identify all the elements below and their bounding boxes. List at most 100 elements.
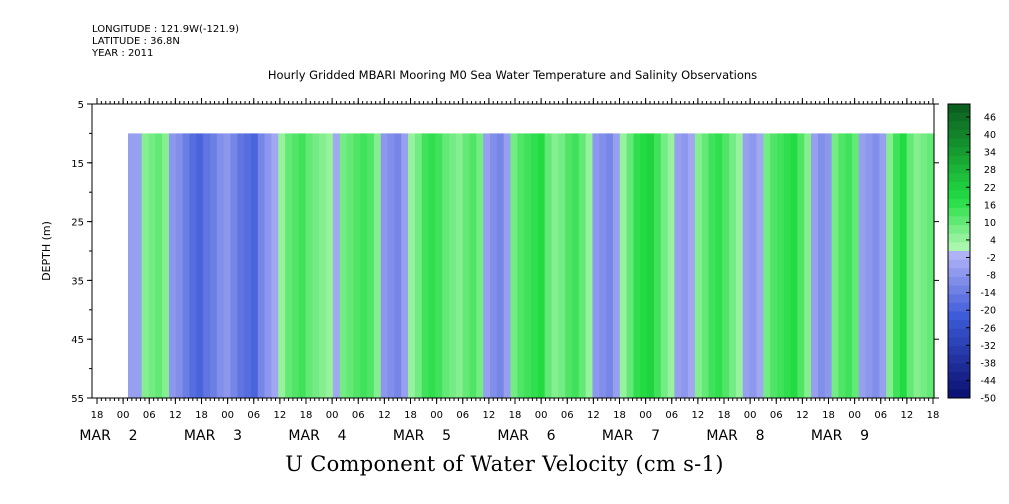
y-axis-title: DEPTH (m)	[40, 221, 53, 281]
x-hour-label: 18	[195, 410, 208, 421]
heatmap-cell	[490, 133, 498, 398]
heatmap-cell	[927, 133, 935, 398]
heatmap-cell	[182, 133, 191, 398]
heatmap-cell	[858, 133, 867, 398]
x-month-label: MAR	[79, 428, 111, 444]
heatmap-cell	[353, 133, 361, 398]
colorbar-label: 4	[990, 235, 996, 246]
heatmap-cell	[298, 133, 307, 398]
colorbar-label: -26	[980, 323, 996, 334]
colorbar-band	[948, 259, 970, 269]
heatmap-cell	[189, 133, 197, 398]
colorbar-band	[948, 112, 970, 122]
heatmap-cell	[660, 133, 669, 398]
heatmap-cell	[694, 133, 703, 398]
heatmap-cell	[148, 133, 156, 398]
heatmap-cell	[551, 133, 559, 398]
heatmap-cell	[838, 133, 846, 398]
heatmap-cell	[291, 133, 300, 398]
heatmap-cell	[770, 133, 778, 398]
x-hour-label: 12	[692, 410, 705, 421]
heatmap-cell	[701, 133, 710, 398]
colorbar-band	[948, 380, 970, 390]
colorbar-band	[948, 251, 970, 261]
x-hour-label: 06	[874, 410, 887, 421]
heatmap-cell	[681, 133, 689, 398]
heatmap-cell	[886, 133, 894, 398]
colorbar-band	[948, 328, 970, 338]
year-label: YEAR : 2011	[92, 48, 154, 59]
heatmap-cell	[558, 133, 566, 398]
colorbar-label: 16	[984, 200, 996, 211]
heatmap-cell	[271, 133, 279, 398]
heatmap-cell	[913, 133, 921, 398]
colorbar-band	[948, 121, 970, 131]
heatmap-cell	[749, 133, 758, 398]
x-hour-label: 12	[901, 410, 914, 421]
x-hour-label: 06	[247, 410, 260, 421]
latitude-label: LATITUDE : 36.8N	[92, 36, 180, 47]
x-day-label: 4	[338, 428, 347, 444]
colorbar-label: 28	[984, 165, 996, 176]
x-hour-label: 18	[927, 410, 940, 421]
heatmap-cell	[524, 133, 532, 398]
colorbar-band	[948, 147, 970, 157]
colorbar-label: 10	[984, 218, 996, 229]
heatmap-cell	[230, 133, 238, 398]
x-hour-label: 00	[221, 410, 234, 421]
heatmap-cell	[619, 133, 628, 398]
colorbar-band	[948, 311, 970, 321]
heatmap-cell	[592, 133, 600, 398]
heatmap-cell	[872, 133, 880, 398]
chart-title: Hourly Gridded MBARI Mooring M0 Sea Wate…	[267, 68, 758, 82]
heatmap-cell	[804, 133, 812, 398]
colorbar-band	[948, 207, 970, 217]
heatmap-cell	[633, 133, 641, 398]
heatmap-cell	[667, 133, 676, 398]
colorbar-label: -2	[987, 253, 996, 264]
heatmap-cell	[264, 133, 273, 398]
heatmap-cell	[175, 133, 184, 398]
colorbar-label: 40	[984, 130, 996, 141]
heatmap-cell	[278, 133, 286, 398]
heatmap-cell	[735, 133, 744, 398]
x-hour-label: 06	[456, 410, 469, 421]
heatmap-cell	[455, 133, 464, 398]
heatmap-cell	[449, 133, 457, 398]
heatmap-cell	[688, 133, 696, 398]
heatmap-cell	[640, 133, 648, 398]
x-day-label: 8	[756, 428, 765, 444]
heatmap-cell	[442, 133, 450, 398]
x-hour-label: 00	[535, 410, 548, 421]
heatmap-cell	[852, 133, 860, 398]
heatmap-cell	[216, 133, 225, 398]
heatmap-cell	[373, 133, 382, 398]
x-month-label: MAR	[288, 428, 320, 444]
x-hour-label: 00	[744, 410, 757, 421]
x-month-label: MAR	[184, 428, 216, 444]
heatmap-cell	[729, 133, 737, 398]
heatmap-cell	[469, 133, 477, 398]
x-hour-label: 12	[274, 410, 287, 421]
heatmap-cell	[544, 133, 553, 398]
colorbar-label: -8	[987, 271, 996, 282]
heatmap-cell	[332, 133, 341, 398]
y-tick-label: 15	[71, 159, 84, 170]
heatmap-cell	[531, 133, 539, 398]
x-axis-title: U Component of Water Velocity (cm s-1)	[285, 452, 724, 476]
heatmap-cell	[831, 133, 839, 398]
colorbar-band	[948, 372, 970, 382]
heatmap-cell	[367, 133, 375, 398]
y-tick-label: 35	[71, 276, 84, 287]
x-hour-label: 06	[352, 410, 365, 421]
heatmap-cell	[599, 133, 607, 398]
x-hour-label: 06	[143, 410, 156, 421]
x-hour-label: 00	[848, 410, 861, 421]
colorbar-band	[948, 233, 970, 243]
heatmap-cell	[606, 133, 614, 398]
heatmap-cell	[134, 133, 143, 398]
heatmap-cell	[811, 133, 819, 398]
heatmap-cell	[346, 133, 355, 398]
heatmap-cell	[776, 133, 785, 398]
colorbar-band	[948, 181, 970, 191]
